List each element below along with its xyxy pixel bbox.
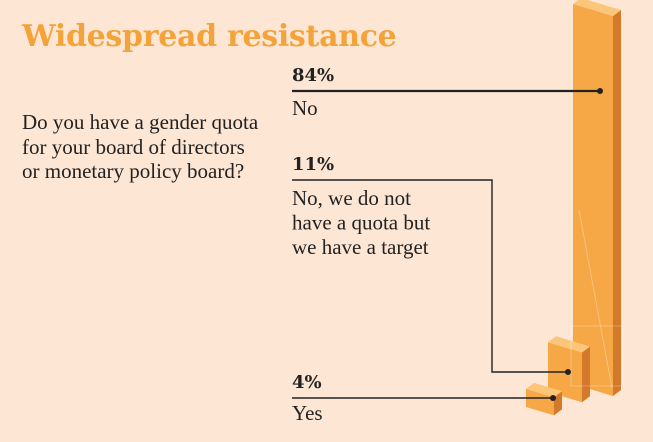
bar-no [573, 0, 621, 396]
leader-dot-no [597, 88, 603, 94]
category-label-target: No, we do not [292, 186, 411, 210]
value-label-yes: 4% [292, 372, 322, 393]
category-label-yes: Yes [292, 401, 323, 425]
category-label-target: we have a target [292, 235, 429, 259]
category-label-target: have a quota but [292, 211, 430, 235]
bar-front-face [573, 4, 613, 396]
bar-top-face [548, 336, 590, 353]
bar-front-face [526, 388, 554, 416]
bar-side-face [582, 346, 590, 403]
value-label-target: 11% [292, 154, 334, 175]
bar-highlight-box [570, 325, 624, 387]
bar-top-face [573, 0, 621, 16]
category-label-no: No [292, 96, 318, 120]
bar-side-face [613, 10, 621, 396]
survey-question: Do you have a gender quota for your boar… [22, 110, 259, 183]
leader-dot-yes [550, 395, 556, 401]
leader-line-target [292, 179, 568, 373]
value-label-no: 84% [292, 65, 334, 86]
bar-yes [526, 382, 562, 416]
bar-side-face [554, 391, 562, 416]
leader-dot-target [565, 369, 571, 375]
bar-highlight-line [578, 209, 613, 389]
chart-title: Widespread resistance [22, 19, 397, 54]
bar-top-face [526, 382, 562, 398]
